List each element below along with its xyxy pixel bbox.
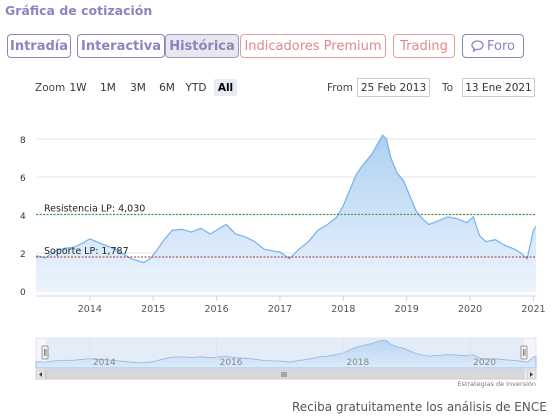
zoom-3m-button[interactable]: 3M [130,81,146,94]
navigator-tick-label: 2016 [220,358,243,368]
annotation-label: Resistencia LP: 4,030 [44,203,145,214]
tab-historica[interactable]: Histórica [165,34,239,58]
section-title: Gráfica de cotización [5,3,153,18]
range-to-input[interactable]: 13 Ene 2021 [462,78,535,97]
scrollbar-grip-icon [281,372,287,377]
x-tick-label: 2018 [331,304,355,315]
tab-trading[interactable]: Trading [393,34,455,58]
price-area [36,135,536,291]
zoom-1w-button[interactable]: 1W [69,81,87,94]
tab-interactiva[interactable]: Interactiva [77,34,165,58]
annotation-label: Soporte LP: 1,787 [44,246,129,257]
tab-foro[interactable]: Foro [462,34,524,58]
x-axis: 2014 2015 2016 2017 2018 2019 2020 2021 [78,296,546,315]
range-from-label: From [327,82,354,94]
arrow-right-icon [530,372,533,377]
footer-promo-text: Reciba gratuitamente los análisis de ENC… [292,400,547,414]
navigator-tick-label: 2014 [93,358,116,368]
range-to-label: To [442,82,454,94]
navigator-right-handle[interactable] [520,345,528,360]
arrow-left-icon [39,372,42,377]
x-tick-label: 2021 [521,304,545,315]
zoom-label: Zoom [35,82,66,94]
zoom-1m-button[interactable]: 1M [100,81,116,94]
navigator-area [35,339,537,369]
tab-indicadores-premium[interactable]: Indicadores Premium [240,34,386,58]
y-axis: 0 2 4 6 8 [20,136,26,298]
navigator-left-handle[interactable] [41,345,49,360]
zoom-6m-button[interactable]: 6M [159,81,175,94]
y-tick-label: 2 [20,250,26,260]
price-chart[interactable]: 0 2 4 6 8 2014 2015 2016 2017 2018 2019 2020 2021 R… [0,100,552,390]
y-tick-label: 4 [20,212,26,222]
support-resistance-lines: Resistencia LP: 4,030 Soporte LP: 1,787 [36,203,536,258]
tab-foro-label: Foro [487,38,515,54]
tab-intradia[interactable]: Intradía [7,34,71,58]
x-tick-label: 2014 [78,304,102,315]
navigator-tick-label: 2018 [346,358,369,368]
zoom-ytd-button[interactable]: YTD [185,81,207,94]
navigator-axis: 2014 2016 2018 2020 [89,338,496,368]
y-tick-label: 8 [20,136,26,146]
zoom-all-button[interactable]: All [214,79,237,96]
chat-bubble-icon [471,40,484,52]
x-tick-label: 2019 [395,304,419,315]
x-tick-label: 2017 [268,304,292,315]
chart-credit[interactable]: Estrategias de Inversión [457,380,536,388]
x-tick-label: 2016 [205,304,229,315]
y-tick-label: 0 [20,288,26,298]
range-from-input[interactable]: 25 Feb 2013 [357,78,430,97]
x-tick-label: 2015 [141,304,165,315]
y-tick-label: 6 [20,174,26,184]
navigator-tick-label: 2020 [473,358,496,368]
x-tick-label: 2020 [458,304,482,315]
scrollbar-thumb[interactable] [45,369,525,380]
